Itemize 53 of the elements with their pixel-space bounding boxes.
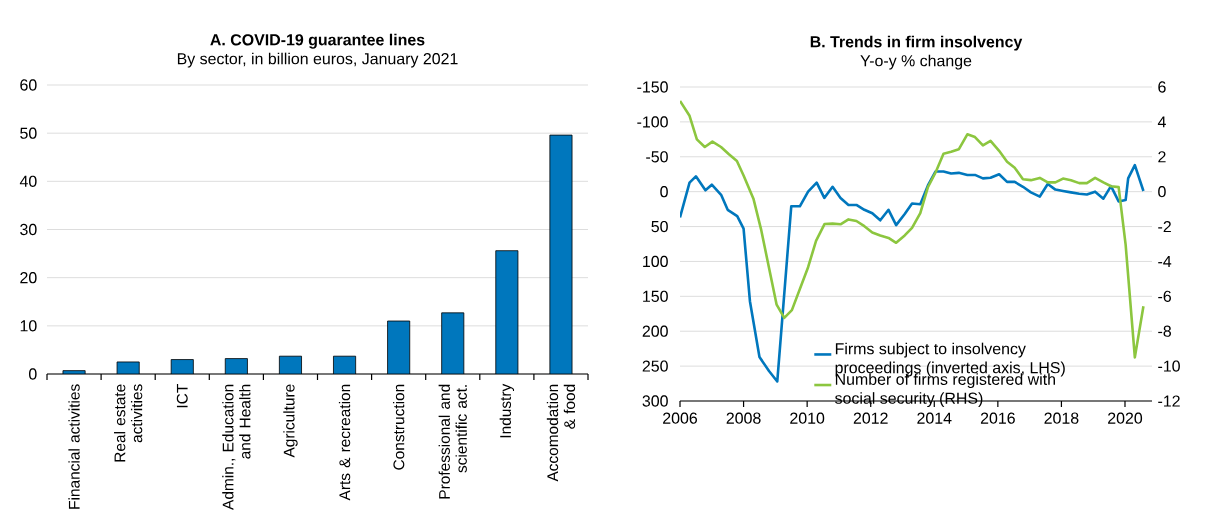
x-tick-label: 2020	[1108, 412, 1143, 424]
y-tick-label: 60	[20, 79, 37, 91]
y-tick-label: 50	[20, 127, 37, 139]
y-tick-label: 200	[642, 325, 668, 337]
y-tick-label: 20	[20, 272, 37, 284]
y-tick-label: 30	[20, 223, 37, 236]
y-tick-label: -50	[646, 151, 668, 163]
y2-tick-label: -2	[1158, 220, 1171, 233]
x-tick-label: 2008	[726, 412, 761, 424]
chart-title: A. COVID-19 guarantee lines	[210, 33, 425, 49]
y-tick-label: -150	[637, 81, 668, 93]
y-tick-label: -100	[637, 116, 668, 128]
x-tick-label: Agriculture	[283, 384, 298, 458]
y2-tick-label: 0	[1158, 186, 1166, 198]
y-tick-label: 250	[642, 360, 668, 372]
x-tick-label: 2014	[917, 412, 952, 424]
y-tick-label: 0	[660, 186, 668, 198]
y-tick-label: 50	[651, 220, 668, 233]
y2-tick-label: -4	[1158, 255, 1172, 267]
chart-subtitle: Y-o-y % change	[860, 54, 972, 70]
bar	[495, 250, 518, 374]
x-tick-label: 2012	[853, 412, 888, 424]
y2-tick-label: 6	[1158, 81, 1166, 93]
y-tick-label: 0	[29, 368, 37, 380]
bar	[387, 320, 410, 374]
x-tick-label: Financial activities	[68, 384, 80, 509]
x-tick-label: 2016	[980, 412, 1015, 424]
y2-tick-label: -6	[1158, 290, 1171, 302]
y-tick-label: 300	[642, 395, 668, 407]
y2-tick-label: 2	[1158, 151, 1166, 163]
x-tick-label: Construction	[392, 384, 405, 470]
y2-tick-label: 4	[1157, 116, 1166, 128]
x-tick-label: Admin., Education and Health	[222, 384, 251, 510]
y2-tick-label: -12	[1158, 395, 1180, 407]
chart-subtitle: By sector, in billion euros, January 2021	[177, 52, 458, 68]
x-tick-label: ICT	[176, 384, 188, 408]
y-tick-label: 100	[643, 255, 668, 268]
y-tick-label: 40	[19, 175, 37, 187]
x-tick-label: Real estate activities	[114, 384, 143, 462]
x-tick-label: Industry	[499, 383, 515, 438]
y-tick-label: 150	[643, 290, 668, 302]
x-tick-label: Arts & recreation	[338, 384, 351, 501]
y-tick-label: 10	[20, 320, 37, 332]
x-tick-label: Professional and scientific act.	[438, 384, 467, 499]
x-tick-label: 2018	[1044, 412, 1079, 424]
y2-tick-label: -8	[1158, 325, 1171, 337]
bar	[441, 312, 464, 374]
x-tick-label: Accomodation & food	[546, 384, 576, 482]
y2-tick-label: -10	[1158, 360, 1180, 372]
chart-title: B. Trends in firm insolvency	[810, 35, 1023, 51]
x-tick-label: 2006	[663, 412, 698, 424]
line-series	[680, 99, 1145, 359]
x-tick-label: 2010	[790, 412, 825, 424]
